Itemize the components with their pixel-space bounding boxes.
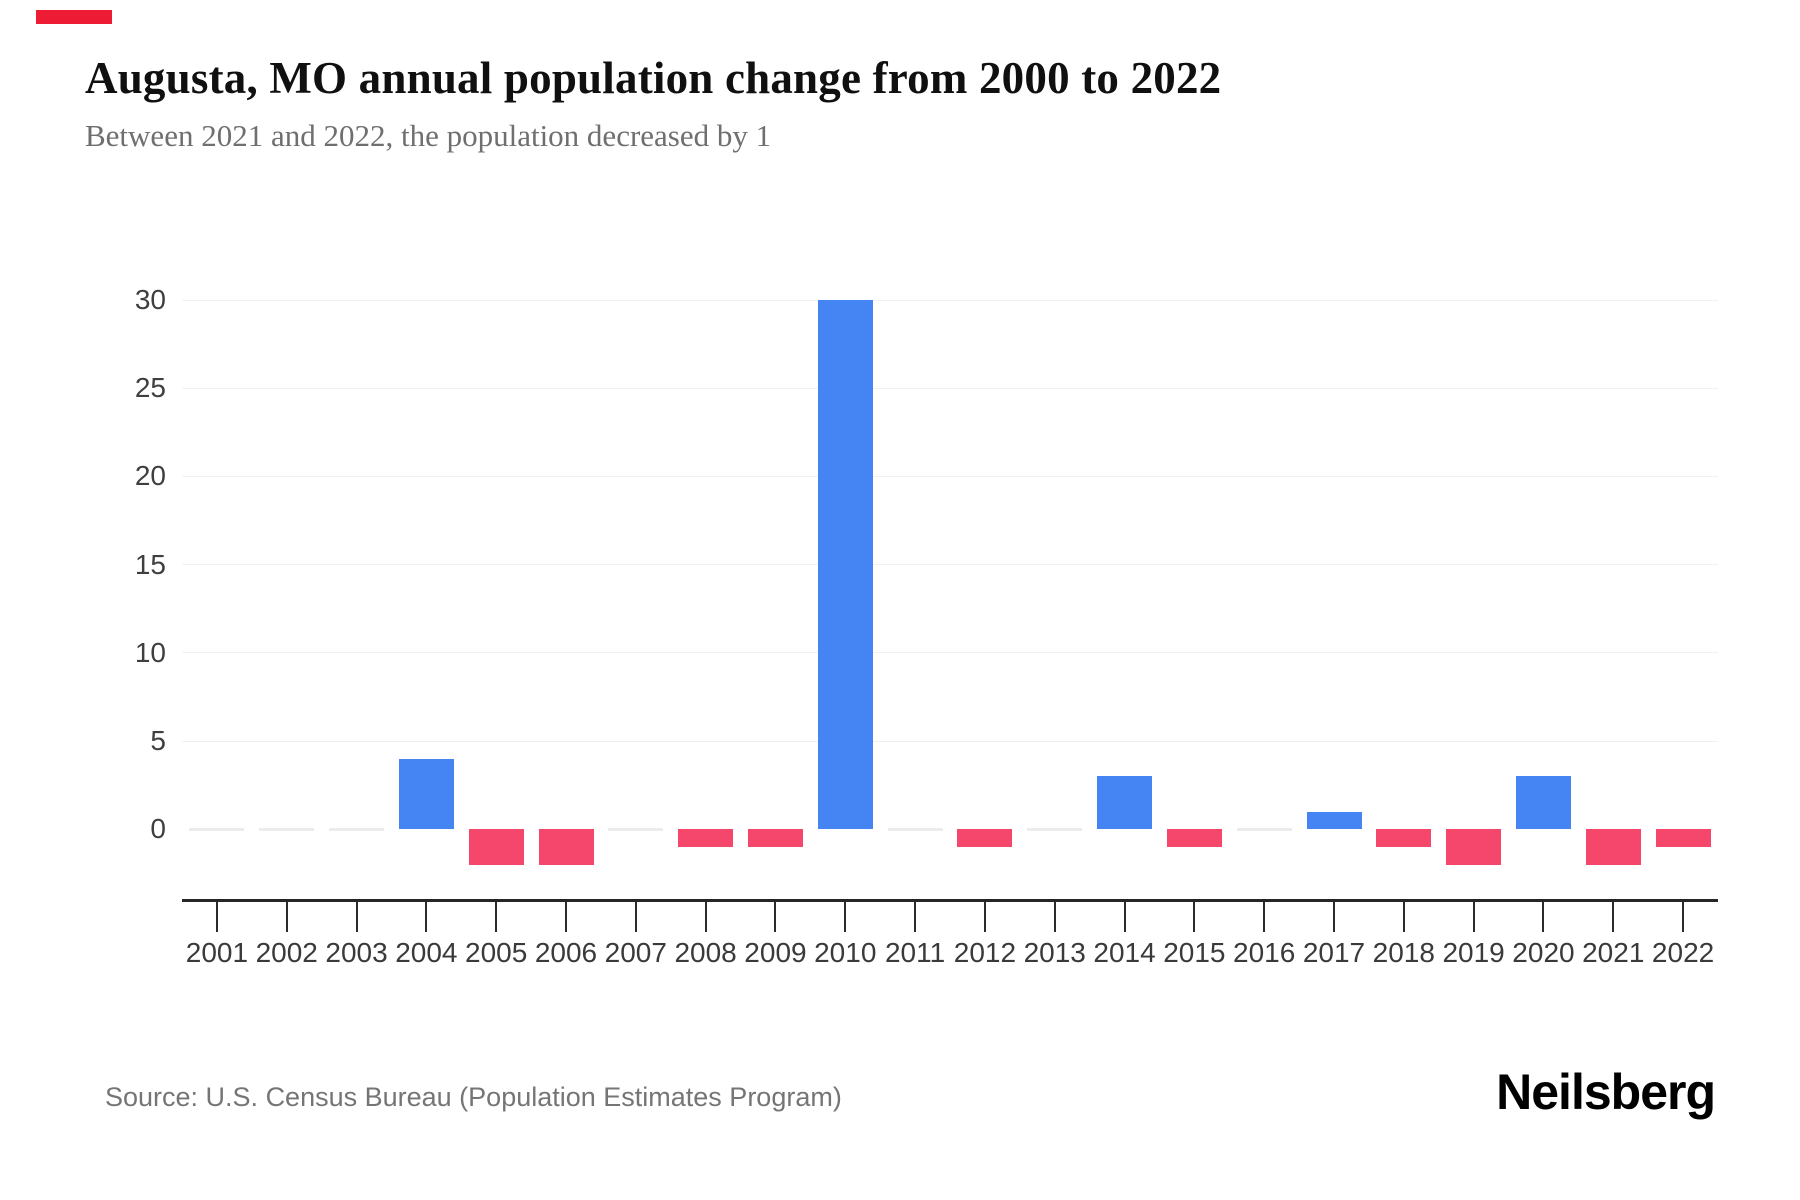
x-axis-line bbox=[182, 899, 1718, 902]
x-axis-tick-2019 bbox=[1472, 902, 1475, 932]
bar-2015 bbox=[1166, 829, 1222, 848]
y-axis-label-25: 25 bbox=[134, 372, 166, 404]
y-axis-label-0: 0 bbox=[150, 813, 166, 845]
bar-2019 bbox=[1446, 829, 1502, 865]
x-axis-label-2021: 2021 bbox=[1582, 937, 1645, 968]
chart-subtitle: Between 2021 and 2022, the population de… bbox=[85, 118, 772, 153]
bar-2022 bbox=[1655, 829, 1711, 848]
gridline-25 bbox=[182, 387, 1718, 389]
x-axis-label-2011: 2011 bbox=[884, 937, 946, 968]
x-axis-label-2016: 2016 bbox=[1233, 937, 1296, 968]
y-axis-label-15: 15 bbox=[134, 548, 166, 580]
brand-logo: Neilsberg bbox=[1496, 1064, 1716, 1120]
plot-area: 30 25 20 15 10 5 0 2001 2002 2003 2004 2005 2006 2007… bbox=[135, 284, 1718, 968]
bar-2004 bbox=[398, 758, 454, 830]
bar-2002 bbox=[259, 827, 315, 831]
x-axis-label-2006: 2006 bbox=[534, 937, 598, 968]
x-axis-label-2017: 2017 bbox=[1302, 937, 1366, 968]
x-axis-tick-2004 bbox=[425, 902, 428, 932]
y-axis-label-20: 20 bbox=[134, 460, 166, 492]
x-axis-label-2012: 2012 bbox=[953, 937, 1017, 968]
x-axis-tick-2006 bbox=[565, 902, 567, 932]
gridline-10 bbox=[182, 652, 1718, 654]
bar-2017 bbox=[1306, 811, 1362, 830]
bar-2021 bbox=[1585, 829, 1641, 865]
x-axis-tick-2022 bbox=[1682, 902, 1685, 932]
x-axis-tick-2013 bbox=[1053, 902, 1056, 932]
x-axis-label-2001: 2001 bbox=[185, 937, 249, 968]
x-axis-tick-2009 bbox=[774, 902, 777, 932]
x-axis-label-2019: 2019 bbox=[1442, 937, 1505, 968]
bar-2008 bbox=[678, 829, 734, 848]
x-axis-tick-2017 bbox=[1333, 902, 1335, 932]
x-axis-label-2004: 2004 bbox=[395, 937, 458, 968]
gridline-20 bbox=[182, 475, 1718, 477]
x-axis-tick-2015 bbox=[1193, 902, 1196, 932]
bar-2001 bbox=[189, 827, 245, 831]
bar-2012 bbox=[957, 829, 1013, 848]
gridline-15 bbox=[182, 564, 1718, 566]
bar-2013 bbox=[1027, 827, 1083, 831]
bar-2006 bbox=[538, 829, 594, 865]
gridline-30 bbox=[182, 299, 1718, 301]
x-axis-tick-2010 bbox=[844, 902, 847, 932]
y-axis-label-30: 30 bbox=[134, 284, 166, 315]
x-axis-label-2010: 2010 bbox=[814, 937, 877, 968]
x-axis-tick-2020 bbox=[1542, 902, 1545, 932]
x-axis-label-2013: 2013 bbox=[1023, 937, 1086, 968]
x-axis-label-2005: 2005 bbox=[465, 937, 528, 968]
x-axis-label-2008: 2008 bbox=[674, 937, 737, 968]
x-axis-tick-2018 bbox=[1402, 902, 1405, 932]
chart-title: Augusta, MO annual population change fro… bbox=[85, 53, 1222, 103]
x-axis-tick-2011 bbox=[914, 902, 917, 932]
x-axis-label-2003: 2003 bbox=[325, 937, 388, 968]
bar-2016 bbox=[1236, 827, 1292, 831]
bar-2009 bbox=[747, 829, 803, 848]
x-axis-tick-2008 bbox=[704, 902, 707, 932]
bar-2011 bbox=[887, 827, 943, 831]
x-axis-label-2015: 2015 bbox=[1163, 937, 1226, 968]
x-axis-tick-2007 bbox=[634, 902, 637, 932]
bar-2020 bbox=[1515, 776, 1571, 830]
x-axis-tick-2021 bbox=[1612, 902, 1615, 932]
x-axis-tick-2003 bbox=[355, 902, 358, 932]
brand-accent-bar bbox=[36, 10, 112, 24]
x-axis-tick-2002 bbox=[285, 902, 288, 932]
x-axis-label-2009: 2009 bbox=[744, 937, 807, 968]
y-axis-label-5: 5 bbox=[150, 725, 166, 757]
bar-2003 bbox=[329, 827, 385, 831]
x-axis-label-2014: 2014 bbox=[1093, 937, 1156, 968]
bar-2018 bbox=[1376, 829, 1432, 848]
x-axis-tick-2014 bbox=[1123, 902, 1126, 932]
bar-2014 bbox=[1097, 776, 1153, 830]
x-axis-label-2007: 2007 bbox=[604, 937, 667, 968]
bar-2005 bbox=[468, 829, 524, 865]
x-axis-label-2020: 2020 bbox=[1512, 937, 1575, 968]
source-note: Source: U.S. Census Bureau (Population E… bbox=[105, 1082, 842, 1112]
x-axis-tick-2012 bbox=[983, 902, 986, 932]
x-axis-tick-2001 bbox=[215, 902, 218, 932]
gridline-5 bbox=[182, 740, 1718, 742]
x-axis-tick-2016 bbox=[1263, 902, 1266, 932]
x-axis-label-2018: 2018 bbox=[1372, 937, 1435, 968]
y-axis-label-10: 10 bbox=[134, 636, 166, 668]
x-axis-label-2002: 2002 bbox=[255, 937, 318, 968]
x-axis-tick-2005 bbox=[495, 902, 498, 932]
bar-2007 bbox=[608, 827, 664, 831]
bar-2010 bbox=[817, 300, 873, 830]
x-axis-label-2022: 2022 bbox=[1651, 937, 1715, 968]
